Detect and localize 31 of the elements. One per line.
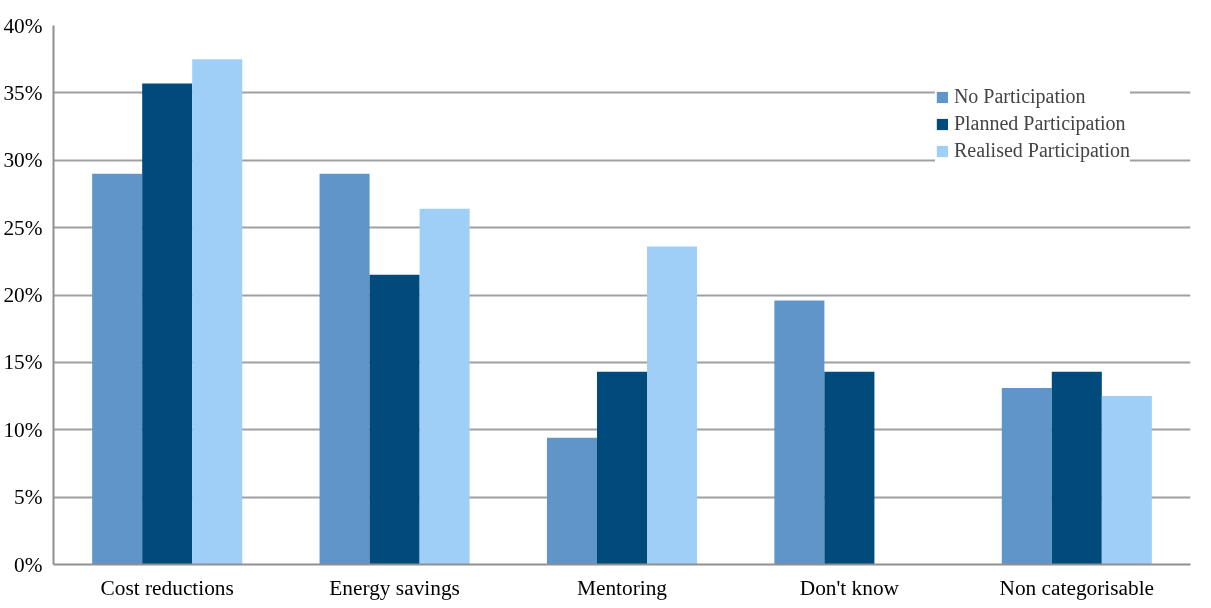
bar (369, 274, 420, 565)
bar (419, 208, 470, 565)
x-tick-label: Mentoring (576, 575, 668, 600)
legend-label: Planned Participation (953, 112, 1126, 135)
bar (142, 83, 193, 565)
x-tick-label: Non categorisable (999, 575, 1155, 600)
x-tick-label: Don't know (799, 575, 900, 600)
y-tick-label: 35% (3, 80, 43, 105)
y-tick-label: 0% (14, 552, 43, 577)
bar (774, 300, 825, 565)
bar (1001, 387, 1052, 565)
legend-label: No Participation (953, 85, 1086, 108)
legend-label: Realised Participation (953, 139, 1130, 162)
y-tick-label: 5% (14, 485, 43, 510)
bar (647, 246, 698, 565)
y-tick-label: 25% (3, 215, 43, 240)
bar (319, 173, 370, 565)
y-tick-label: 10% (3, 417, 43, 442)
bar (92, 173, 143, 565)
bar (192, 59, 243, 565)
y-tick-label: 15% (3, 350, 43, 375)
bar (824, 371, 875, 565)
bar (1101, 396, 1152, 565)
bar (546, 437, 597, 565)
bar (1051, 371, 1102, 565)
x-tick-label: Cost reductions (100, 575, 234, 600)
y-tick-label: 20% (3, 283, 43, 307)
x-tick-label: Energy savings (329, 575, 460, 600)
bar (596, 371, 648, 565)
y-tick-label: 30% (3, 148, 43, 173)
y-tick-label: 40% (3, 13, 43, 38)
